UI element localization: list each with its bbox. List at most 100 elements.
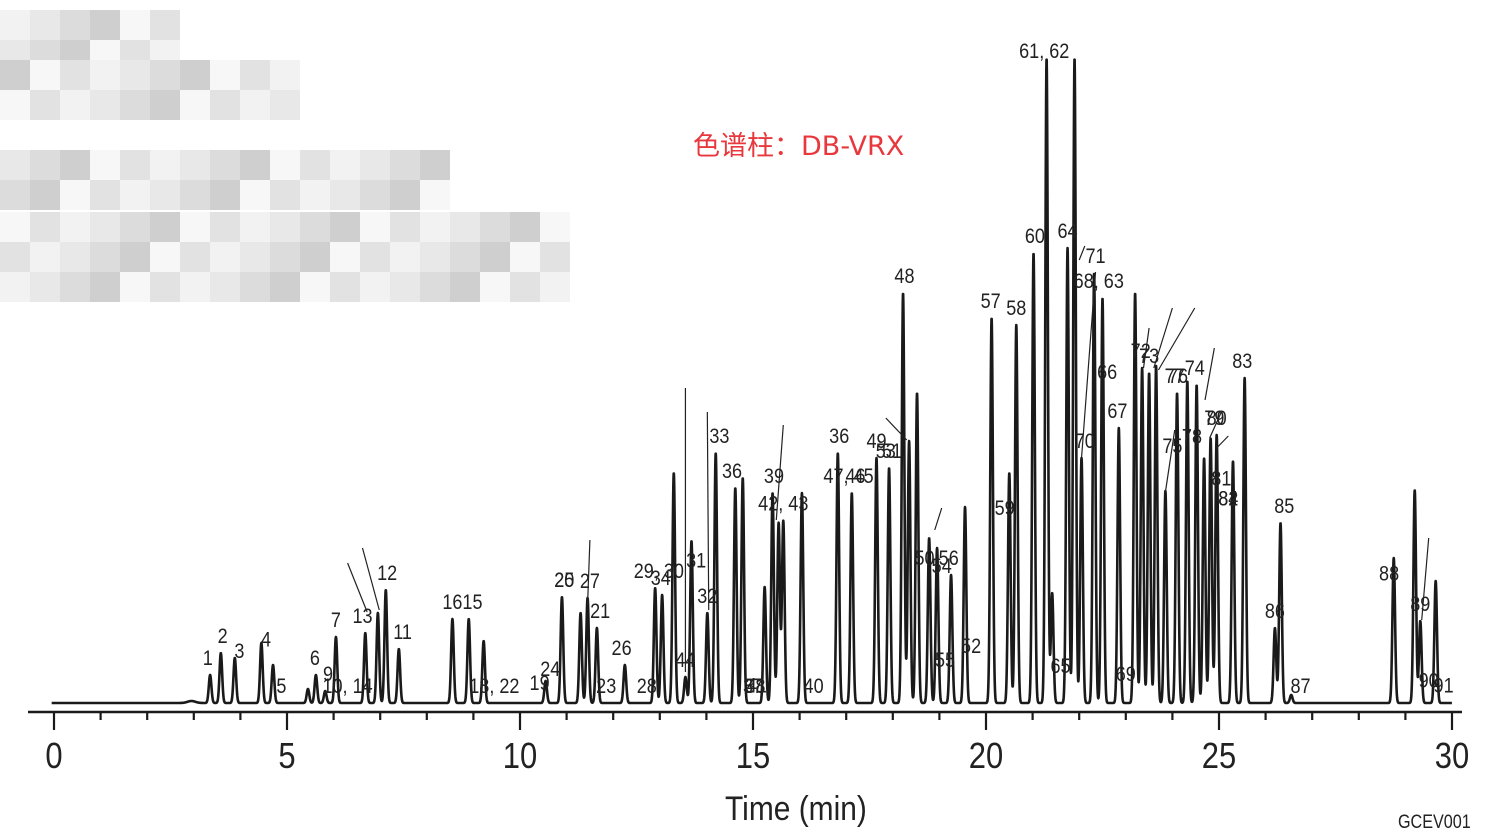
figure-code: GCEV001	[1398, 812, 1471, 833]
peak-label: 40	[804, 675, 824, 699]
x-tick-label: 0	[45, 737, 62, 777]
peak-label: 76	[1168, 365, 1188, 389]
redacted-pixel	[270, 242, 300, 272]
peak-leader-line	[361, 547, 380, 611]
redacted-pixel	[90, 60, 120, 90]
x-tick-labels: 0 5 10 15 20 25 30	[45, 737, 1469, 777]
peak-label: 33	[709, 425, 729, 449]
peak-label: 81	[1211, 467, 1231, 491]
redacted-pixel	[180, 272, 210, 302]
redacted-pixel	[180, 212, 210, 242]
peak-label: 87	[1291, 675, 1311, 699]
redacted-pixel	[120, 212, 150, 242]
redacted-pixel	[270, 150, 300, 180]
peak-label: 4	[261, 628, 271, 652]
redacted-pixel	[240, 272, 270, 302]
peak-label: 15	[462, 591, 482, 615]
redacted-pixel	[390, 242, 420, 272]
redacted-pixel	[120, 272, 150, 302]
peak-label: 51	[882, 440, 902, 464]
redacted-pixel	[240, 242, 270, 272]
redacted-pixel	[60, 60, 90, 90]
redacted-pixel	[150, 60, 180, 90]
redacted-pixel	[30, 10, 60, 40]
redacted-pixel	[90, 212, 120, 242]
peak-label: 53	[876, 440, 896, 464]
peak-label: 86	[1265, 600, 1285, 624]
peak-label: 27	[580, 570, 600, 594]
redacted-pixel	[450, 242, 480, 272]
peak-leader-line	[347, 562, 368, 613]
redacted-pixel	[420, 272, 450, 302]
peak-leader-line	[1078, 245, 1086, 261]
peak-label: 73	[1139, 345, 1159, 369]
peak-label: 57	[981, 290, 1001, 314]
peak-label: 91	[1434, 674, 1454, 698]
peak-label: 64	[1058, 220, 1078, 244]
redacted-pixel	[360, 272, 390, 302]
peak-label: 77	[1165, 365, 1185, 389]
peak-leader-line	[586, 539, 591, 606]
peak-label: 20	[554, 569, 574, 593]
redacted-pixel	[120, 90, 150, 120]
redacted-pixel	[450, 272, 480, 302]
peak-label: 36	[829, 425, 849, 449]
peak-leader-line	[1153, 307, 1173, 369]
peak-label: 74	[1185, 357, 1205, 381]
redacted-pixel	[180, 60, 210, 90]
redacted-pixel	[270, 90, 300, 120]
redacted-pixel	[330, 242, 360, 272]
redacted-pixel	[420, 180, 450, 210]
peak-leader-lines	[347, 245, 1430, 672]
redacted-pixel	[300, 272, 330, 302]
peak-label: 49	[866, 430, 886, 454]
x-tick-label: 15	[736, 737, 770, 777]
redacted-pixel	[360, 242, 390, 272]
redacted-pixel	[240, 60, 270, 90]
redacted-pixel	[150, 90, 180, 120]
peak-label: 85	[1274, 495, 1294, 519]
peak-label: 55	[935, 649, 955, 673]
redacted-pixel	[180, 180, 210, 210]
redacted-pixel	[60, 272, 90, 302]
redacted-pixel	[0, 150, 30, 180]
redacted-pixel	[240, 212, 270, 242]
redacted-pixel	[450, 212, 480, 242]
peak-leader-line	[1421, 537, 1430, 621]
redacted-pixel	[120, 60, 150, 90]
peak-label: 78	[1182, 425, 1202, 449]
redacted-pixel	[360, 180, 390, 210]
redacted-pixel	[90, 242, 120, 272]
redacted-pixel	[420, 242, 450, 272]
redacted-pixel	[480, 272, 510, 302]
peak-label: 26	[612, 637, 632, 661]
redacted-pixel	[60, 10, 90, 40]
redacted-pixel	[30, 150, 60, 180]
peak-label: 66	[1097, 361, 1117, 385]
x-axis-label: Time (min)	[725, 790, 867, 828]
redacted-pixel	[0, 212, 30, 242]
peak-label: 75	[1162, 435, 1182, 459]
redacted-pixel	[60, 242, 90, 272]
redacted-pixel	[300, 242, 330, 272]
redacted-pixel	[60, 180, 90, 210]
peak-label: 58	[1006, 297, 1026, 321]
peak-label: 32	[697, 585, 717, 609]
peak-label: 42, 43	[758, 492, 808, 516]
redacted-pixel	[30, 212, 60, 242]
redacted-pixel	[210, 180, 240, 210]
peak-leader-line	[1142, 327, 1150, 369]
redacted-pixel	[150, 180, 180, 210]
redacted-pixel	[30, 242, 60, 272]
redacted-pixel	[480, 242, 510, 272]
peak-label: 16	[442, 591, 462, 615]
redacted-pixel	[360, 212, 390, 242]
peak-leader-line	[1204, 347, 1215, 401]
peak-label: 68, 63	[1074, 270, 1124, 294]
redacted-pixel	[60, 150, 90, 180]
peak-leader-line	[1209, 411, 1222, 439]
peak-leader-line	[1080, 271, 1097, 459]
peak-label: 19	[530, 672, 550, 696]
redacted-pixel	[390, 180, 420, 210]
